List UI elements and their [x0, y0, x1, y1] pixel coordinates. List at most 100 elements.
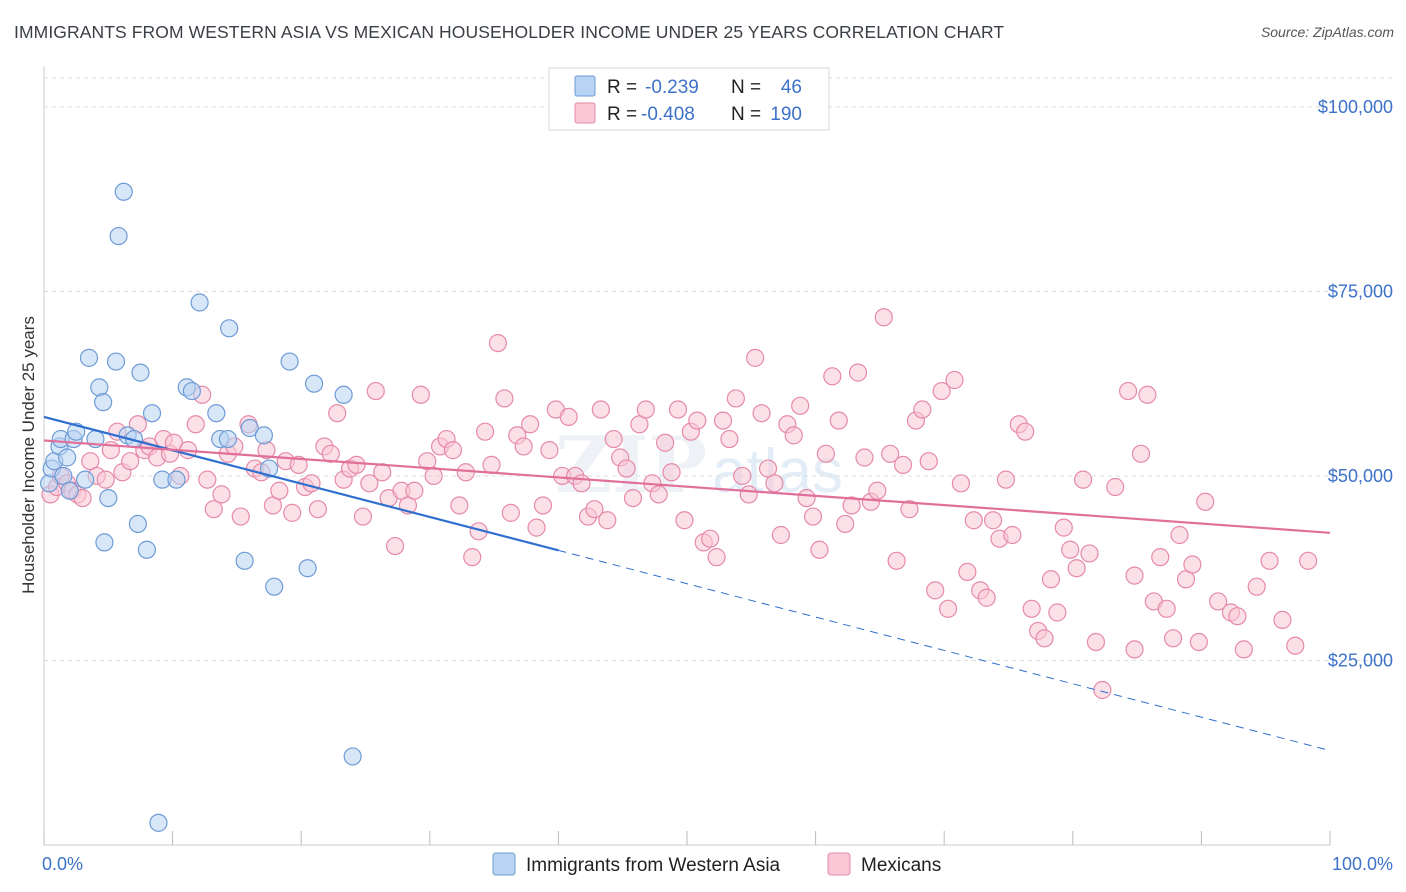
mexicans-point [1041, 570, 1061, 589]
mexicans-point [1196, 492, 1215, 511]
mexicans-point [675, 511, 694, 530]
mexicans-point [270, 481, 289, 500]
western-asia-point [58, 448, 77, 467]
western-asia-point [218, 429, 237, 449]
y-tick-label: $50,000 [1328, 466, 1393, 486]
mexicans-point [1228, 607, 1247, 626]
mexicans-point [96, 470, 115, 489]
y-tick-label: $25,000 [1328, 650, 1393, 670]
mexicans-point [636, 400, 655, 419]
mexicans-point [1299, 551, 1318, 570]
legend-item-mexicans-swatch [827, 852, 851, 876]
mexicans-point [1247, 577, 1266, 596]
western-asia-point [235, 551, 254, 570]
western-asia-point [334, 385, 353, 404]
legend-r-value-1: -0.239 [645, 77, 699, 98]
mexicans-point [1035, 629, 1054, 648]
trend-lines [43, 415, 1331, 752]
legend-n-label-1: N = [731, 77, 761, 98]
y-tick-labels: $25,000 $50,000 $75,000 $100,000 [1318, 97, 1393, 671]
mexicans-point [733, 466, 752, 486]
x-tick-label-max: 100.0% [1332, 854, 1393, 874]
mexicans-point [411, 385, 430, 404]
mexicans-point [803, 507, 823, 526]
y-tick-label: $75,000 [1328, 281, 1393, 301]
mexicans-point [353, 507, 373, 526]
mexicans-point [1209, 592, 1228, 611]
mexicans-point [321, 444, 340, 463]
mexicans-point [701, 529, 720, 548]
western-asia-point [106, 352, 126, 371]
mexicans-point [1093, 680, 1112, 700]
mexicans-point [1080, 544, 1099, 563]
mexicans-point [1183, 555, 1202, 574]
mexicans-point [887, 551, 906, 570]
mexicans-point [868, 481, 887, 500]
legend-n-label-2: N = [731, 104, 761, 125]
mexicans-points [41, 308, 1318, 700]
western-asia-point [207, 404, 226, 423]
mexicans-point [1048, 603, 1067, 622]
western-asia-point [149, 813, 168, 832]
y-axis-label: Householder Income Under 25 years [19, 316, 38, 594]
mexicans-point [1073, 470, 1093, 489]
mexicans-point [874, 308, 893, 327]
mexicans-point [913, 400, 932, 419]
mexicans-point [1016, 422, 1035, 441]
mexicans-point [482, 455, 501, 474]
western-asia-point [79, 348, 99, 367]
mexicans-point [668, 400, 688, 419]
mexicans-point [900, 500, 919, 519]
western-asia-point [99, 488, 118, 508]
mexicans-point [765, 474, 784, 493]
mexicans-point [527, 518, 546, 537]
mexicans-point [1086, 632, 1106, 652]
axes [43, 66, 1331, 846]
mexicans-point [617, 459, 636, 478]
western-asia-point [259, 459, 279, 478]
mexicans-point [1273, 610, 1292, 629]
western-asia-point [95, 533, 114, 552]
mexicans-point [784, 426, 803, 445]
legend-item-western-asia: Immigrants from Western Asia [526, 855, 781, 876]
mexicans-point [836, 514, 855, 534]
mexicans-point [842, 496, 861, 515]
mexicans-point [1151, 548, 1170, 567]
western-asia-point [94, 393, 113, 412]
mexicans-point [540, 441, 559, 460]
mexicans-point [289, 455, 308, 474]
mexicans-point [926, 581, 945, 600]
mexicans-point [360, 474, 379, 493]
mexicans-point [881, 444, 900, 463]
mexicans-point [726, 389, 745, 408]
mexicans-point [964, 511, 983, 530]
western-asia-point [280, 352, 299, 371]
mexicans-point [713, 411, 733, 430]
mexicans-point [521, 415, 540, 434]
mexicans-point [366, 381, 385, 401]
western-asia-point [60, 481, 79, 500]
mexicans-point [919, 452, 938, 471]
mexicans-point [559, 407, 578, 427]
mexicans-point [204, 500, 223, 519]
mexicans-point [623, 488, 643, 508]
western-asia-point [114, 182, 133, 201]
western-asia-point [240, 418, 259, 438]
legend-item-western-asia-swatch [492, 852, 516, 876]
mexicans-point [983, 511, 1003, 530]
legend-item-mexicans: Mexicans [861, 855, 941, 876]
western-asia-point [220, 319, 239, 338]
mexicans-point [450, 496, 469, 515]
mexicans-point [1157, 599, 1176, 618]
mexicans-point [302, 474, 321, 493]
mexicans-point [649, 485, 668, 504]
mexicans-trend-line [43, 439, 1331, 534]
mexicans-point [951, 474, 971, 493]
mexicans-point [1170, 525, 1189, 545]
mexicans-point [308, 500, 328, 519]
western-asia-point [142, 404, 162, 423]
mexicans-point [405, 481, 424, 500]
mexicans-point [585, 500, 604, 519]
western-asia-point [304, 374, 324, 393]
mexicans-point [797, 488, 816, 508]
